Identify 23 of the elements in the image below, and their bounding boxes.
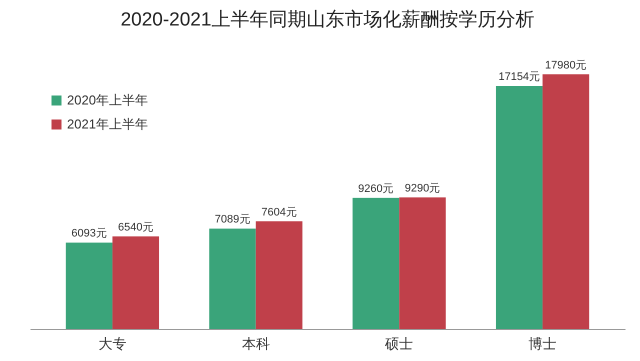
- bar: [352, 198, 400, 329]
- bar: [542, 74, 590, 329]
- data-label: 6093元: [71, 228, 107, 240]
- data-label: 9290元: [404, 182, 440, 194]
- data-label: 9260元: [358, 182, 394, 195]
- bar: [256, 221, 302, 329]
- bar: [496, 86, 543, 329]
- data-label: 17154元: [498, 70, 540, 83]
- x-tick-label: 本科: [242, 336, 270, 352]
- x-tick-label: 博士: [528, 336, 557, 352]
- x-tick-label: 硕士: [384, 336, 414, 352]
- legend-label: 2021年上半年: [67, 116, 148, 132]
- legend-label: 2020年上半年: [67, 92, 148, 108]
- x-tick-label: 大专: [98, 336, 126, 352]
- data-label: 6540元: [118, 221, 154, 234]
- data-label: 7604元: [261, 206, 297, 218]
- bar: [66, 242, 112, 329]
- data-label: 17980元: [545, 59, 587, 72]
- bar: [112, 236, 160, 329]
- bar: [209, 228, 256, 329]
- bar: [399, 197, 446, 329]
- chart-title: 2020-2021上半年同期山东市场化薪酬按学历分析: [120, 8, 534, 30]
- data-label: 7089元: [214, 214, 250, 226]
